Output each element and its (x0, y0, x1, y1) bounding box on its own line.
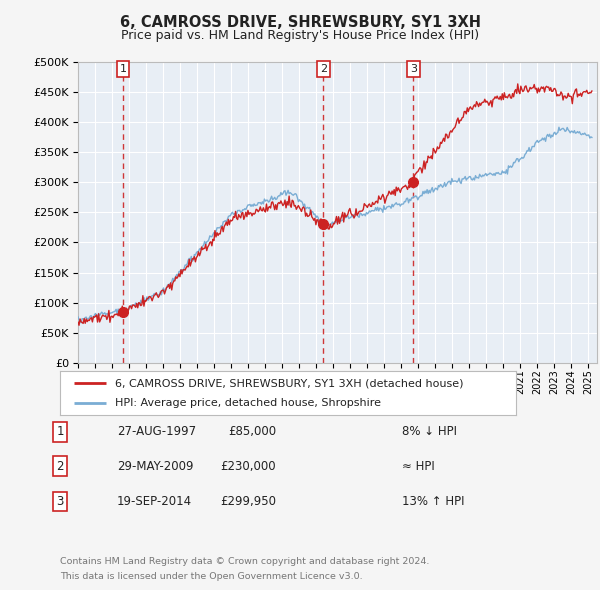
Text: £85,000: £85,000 (228, 425, 276, 438)
Text: ≈ HPI: ≈ HPI (402, 460, 435, 473)
Text: £299,950: £299,950 (220, 495, 276, 508)
Text: 2: 2 (56, 460, 64, 473)
Text: £230,000: £230,000 (220, 460, 276, 473)
Text: 1: 1 (56, 425, 64, 438)
Text: This data is licensed under the Open Government Licence v3.0.: This data is licensed under the Open Gov… (60, 572, 362, 581)
Text: Price paid vs. HM Land Registry's House Price Index (HPI): Price paid vs. HM Land Registry's House … (121, 30, 479, 42)
Text: 8% ↓ HPI: 8% ↓ HPI (402, 425, 457, 438)
Text: 1: 1 (119, 64, 127, 74)
Text: Contains HM Land Registry data © Crown copyright and database right 2024.: Contains HM Land Registry data © Crown c… (60, 558, 430, 566)
Text: 3: 3 (410, 64, 417, 74)
Text: HPI: Average price, detached house, Shropshire: HPI: Average price, detached house, Shro… (115, 398, 381, 408)
Text: 3: 3 (56, 495, 64, 508)
Text: 29-MAY-2009: 29-MAY-2009 (117, 460, 193, 473)
Text: 6, CAMROSS DRIVE, SHREWSBURY, SY1 3XH (detached house): 6, CAMROSS DRIVE, SHREWSBURY, SY1 3XH (d… (115, 378, 463, 388)
Text: 19-SEP-2014: 19-SEP-2014 (117, 495, 192, 508)
Text: 13% ↑ HPI: 13% ↑ HPI (402, 495, 464, 508)
Text: 6, CAMROSS DRIVE, SHREWSBURY, SY1 3XH: 6, CAMROSS DRIVE, SHREWSBURY, SY1 3XH (119, 15, 481, 30)
Text: 27-AUG-1997: 27-AUG-1997 (117, 425, 196, 438)
Text: 2: 2 (320, 64, 327, 74)
